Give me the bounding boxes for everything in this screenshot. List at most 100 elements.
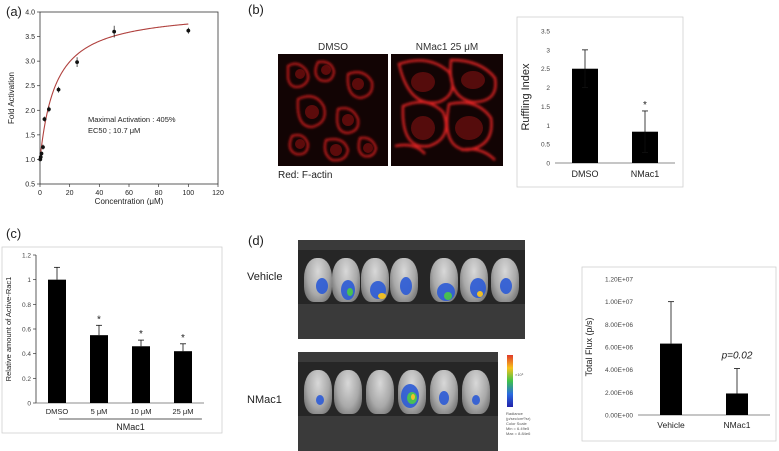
chart-c-ytick-label: 0.6 (22, 327, 31, 334)
chart-a-point (42, 117, 47, 122)
signal-overlay-nmac1 (316, 384, 480, 408)
chart-d-bar (660, 343, 682, 415)
chart-a-xlabel: Concentration (μM) (95, 197, 164, 205)
chart-c-ytick-label: 0.8 (22, 302, 31, 309)
chart-b-ytick-label: 0.5 (541, 142, 550, 149)
chart-c-ytick-label: 1.2 (22, 253, 31, 260)
chart-c-category-label: 10 μM (131, 407, 152, 416)
chart-c-significance: * (139, 329, 143, 340)
chart-b-ytick-label: 0 (546, 161, 550, 168)
chart-a-xtick-label: 120 (212, 190, 224, 197)
chart-d-category-label: NMac1 (724, 420, 751, 430)
chart-a-xtick-label: 100 (182, 190, 194, 197)
chart-b-ytick-label: 1.5 (541, 104, 550, 111)
chart-b-frame (516, 16, 684, 188)
chart-a-point (75, 60, 79, 65)
bioluminescence-image-vehicle (298, 240, 525, 339)
chart-d-ytick-label: 2.00E+06 (605, 390, 633, 397)
chart-c-ytick-label: 0.2 (22, 376, 31, 383)
mouse-nmac1-2 (334, 370, 362, 414)
chart-b-ytick-label: 2.5 (541, 66, 550, 73)
signal-overlay-vehicle (316, 277, 512, 301)
chart-b-ytick-label: 2 (546, 85, 550, 92)
chart-a-fit-curve (39, 23, 189, 157)
label-vehicle: Vehicle (247, 271, 283, 283)
chart-a-xtick-label: 80 (155, 190, 163, 197)
chart-c-category-label: 5 μM (91, 407, 108, 416)
chart-a-ytick-label: 2.5 (25, 83, 35, 90)
label-nmac1: NMac1 (247, 394, 282, 406)
chart-c-bar (174, 351, 192, 403)
chart-d-ytick-label: 4.00E+06 (605, 367, 633, 374)
panel-label-d: (d) (248, 233, 264, 248)
chart-c-bar (90, 335, 108, 403)
chart-d-ytick-label: 8.00E+06 (605, 322, 633, 329)
chart-a-ytick-label: 3.0 (25, 59, 35, 66)
chart-d-ytick-label: 0.00E+00 (605, 413, 633, 420)
chart-a-ytick-label: 4.0 (25, 10, 35, 17)
chart-d-frame (581, 266, 777, 442)
micro-title-dmso: DMSO (318, 42, 348, 53)
radiance-scale-exponent: ×10⁶ (515, 372, 524, 377)
chart-a-point (38, 155, 43, 159)
chart-c-significance: * (181, 333, 185, 344)
chart-d-total-flux: 0.00E+00 2.00E+06 4.00E+06 6.00E+06 8.00E+06… (581, 266, 777, 442)
chart-c-category-label: 25 μM (173, 407, 194, 416)
chart-b-significance: * (643, 100, 647, 111)
chart-c-ytick-label: 0 (27, 401, 31, 408)
radiance-color-scale (507, 355, 513, 407)
chart-d-ylabel: Total Flux (p/s) (584, 317, 594, 376)
chart-a-point (41, 145, 45, 150)
microscopy-image-dmso (278, 54, 388, 166)
chart-a-xtick-label: 20 (66, 190, 74, 197)
chart-b-ytick-label: 1 (546, 123, 550, 130)
chart-a-ytick-label: 3.5 (25, 34, 35, 41)
chart-a-frame (39, 11, 219, 185)
chart-c-frame (1, 246, 223, 434)
chart-b-ytick-label: 3 (546, 47, 550, 54)
chart-c-bar (132, 346, 150, 403)
chart-c-active-rac1: 0 0.2 0.4 0.6 0.8 1 1.2 DMSO 5 μM * 10 μM * 25 μM * Re… (1, 246, 223, 434)
chart-b-category-label: NMac1 (631, 169, 660, 179)
mouse-nmac1-1 (304, 370, 332, 414)
chart-d-ytick-label: 1.00E+07 (605, 299, 633, 306)
chart-a-annotation-max: Maximal Activation : 405% (88, 115, 176, 124)
chart-c-bar (48, 279, 66, 403)
chart-a-annotation-ec50: EC50 ; 10.7 μM (88, 126, 140, 135)
mouse-nmac1-3 (366, 370, 394, 414)
chart-a-ytick-label: 1.0 (25, 157, 35, 164)
chart-a-ytick-label: 0.5 (25, 182, 35, 189)
radiance-scale-text: Radiance (p/sec/cm²/sr) Color Scale Min … (506, 411, 531, 436)
chart-a-point (39, 151, 44, 156)
chart-c-significance: * (97, 314, 101, 325)
panel-label-a: (a) (6, 4, 22, 19)
chart-d-bar (726, 393, 748, 415)
chart-a-point (56, 87, 61, 92)
chart-a-ytick-label: 1.5 (25, 132, 35, 139)
caption-f-actin: Red: F-actin (278, 170, 333, 181)
microscopy-image-nmac1 (391, 54, 503, 166)
chart-a-dose-response: 0.5 1.0 1.5 2.0 2.5 3.0 3.5 4.0 0 20 40 60 80 100 120 C… (7, 10, 224, 206)
chart-a-point (47, 107, 51, 112)
chart-d-ytick-label: 1.20E+07 (605, 277, 633, 284)
chart-d-ytick-label: 6.00E+06 (605, 345, 633, 352)
chart-c-category-label: DMSO (46, 407, 69, 416)
bioluminescence-image-nmac1 (298, 352, 498, 451)
chart-a-ylabel: Fold Activation (7, 72, 16, 124)
chart-d-category-label: Vehicle (657, 420, 685, 430)
mouse-nmac1-6 (462, 370, 490, 414)
chart-a-xtick-label: 60 (125, 190, 133, 197)
chart-c-ylabel: Relative amount of Active-Rac1 (4, 277, 13, 382)
f-actin-nmac1-render (394, 58, 497, 161)
mouse-vehicle-1 (304, 258, 332, 302)
panel-label-b: (b) (248, 2, 264, 17)
f-actin-dmso-render (287, 60, 378, 162)
chart-b-ytick-label: 3.5 (541, 29, 550, 36)
chart-a-point (186, 28, 191, 33)
chart-b-category-label: DMSO (572, 169, 599, 179)
chart-a-xtick-label: 40 (95, 190, 103, 197)
chart-b-ruffling-index: 0 0.5 1 1.5 2 2.5 3 3.5 DMSO NMac1 * Ruffling Index (516, 16, 684, 188)
chart-c-group-label: NMac1 (116, 422, 145, 432)
chart-a-ytick-label: 2.0 (25, 108, 35, 115)
chart-b-ylabel: Ruffling Index (520, 63, 532, 131)
